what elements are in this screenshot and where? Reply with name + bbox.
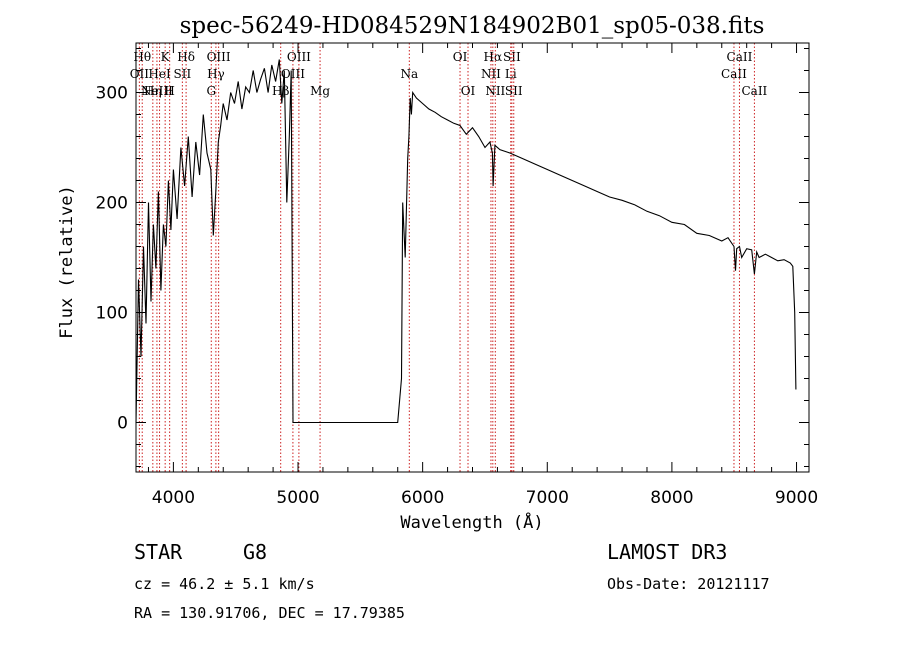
marker-label-23: SII (503, 50, 521, 64)
y-tick-label-300: 300 (96, 84, 128, 104)
redshift-value: cz = 46.2 ± 5.1 km/s (134, 575, 315, 593)
plot-frame (135, 42, 810, 473)
marker-label-8: Hδ (177, 50, 195, 64)
marker-label-1: OII (130, 67, 150, 81)
y-tick-label-0: 0 (117, 414, 128, 434)
marker-label-9: G (206, 84, 216, 98)
marker-label-19: NII (481, 67, 501, 81)
marker-label-25: CaII (721, 67, 747, 81)
marker-label-18: OI (461, 84, 476, 98)
marker-label-11: OIII (207, 50, 231, 64)
marker-label-2: NeIII (141, 84, 173, 98)
marker-label-16: Na (400, 67, 418, 81)
coordinates: RA = 130.91706, DEC = 17.79385 (134, 604, 405, 622)
marker-label-4: HeI (148, 67, 171, 81)
chart-title: spec-56249-HD084529N184902B01_sp05-038.f… (180, 13, 765, 39)
y-tick-label-200: 200 (96, 194, 128, 214)
x-tick-label-7000: 7000 (526, 488, 569, 508)
marker-label-17: OI (453, 50, 468, 64)
spectrum-line-0 (135, 59, 797, 424)
marker-label-20: Hα (484, 50, 503, 64)
x-tick-label-8000: 8000 (650, 488, 693, 508)
marker-label-6: H (164, 84, 174, 98)
object-class: STAR (134, 540, 183, 564)
marker-label-27: CaII (741, 84, 767, 98)
marker-label-14: OIII (287, 50, 311, 64)
x-tick-label-4000: 4000 (152, 488, 195, 508)
axis-ticks: 4000 5000 6000 7000 8000 9000 0 100 200 300 (96, 43, 818, 508)
marker-label-5: K (161, 50, 171, 64)
marker-label-0: Hθ (133, 50, 151, 64)
marker-label-10: Hγ (207, 67, 225, 81)
x-tick-label-6000: 6000 (401, 488, 444, 508)
y-tick-label-100: 100 (96, 304, 128, 324)
line-markers: HθOIINeIIIHηHeIKHSIIHδGHγOIIIHβOIIIOIIIM… (130, 43, 768, 472)
spectrum-layer (135, 59, 797, 424)
marker-label-13: OIII (281, 67, 305, 81)
marker-label-22: Li (505, 67, 517, 81)
x-axis-label: Wavelength (Å) (400, 511, 543, 533)
marker-label-7: SII (174, 67, 192, 81)
y-axis-label: Flux (relative) (57, 185, 77, 339)
marker-label-24: SII (505, 84, 523, 98)
marker-label-15: Mg (310, 84, 330, 98)
survey-name: LAMOST DR3 (607, 540, 728, 564)
object-subclass: G8 (243, 540, 268, 564)
marker-label-26: CaII (727, 50, 753, 64)
x-tick-label-5000: 5000 (276, 488, 319, 508)
marker-label-3: Hη (144, 84, 162, 98)
obs-date: Obs-Date: 20121117 (607, 575, 770, 593)
x-tick-label-9000: 9000 (775, 488, 818, 508)
marker-label-21: NII (485, 84, 505, 98)
